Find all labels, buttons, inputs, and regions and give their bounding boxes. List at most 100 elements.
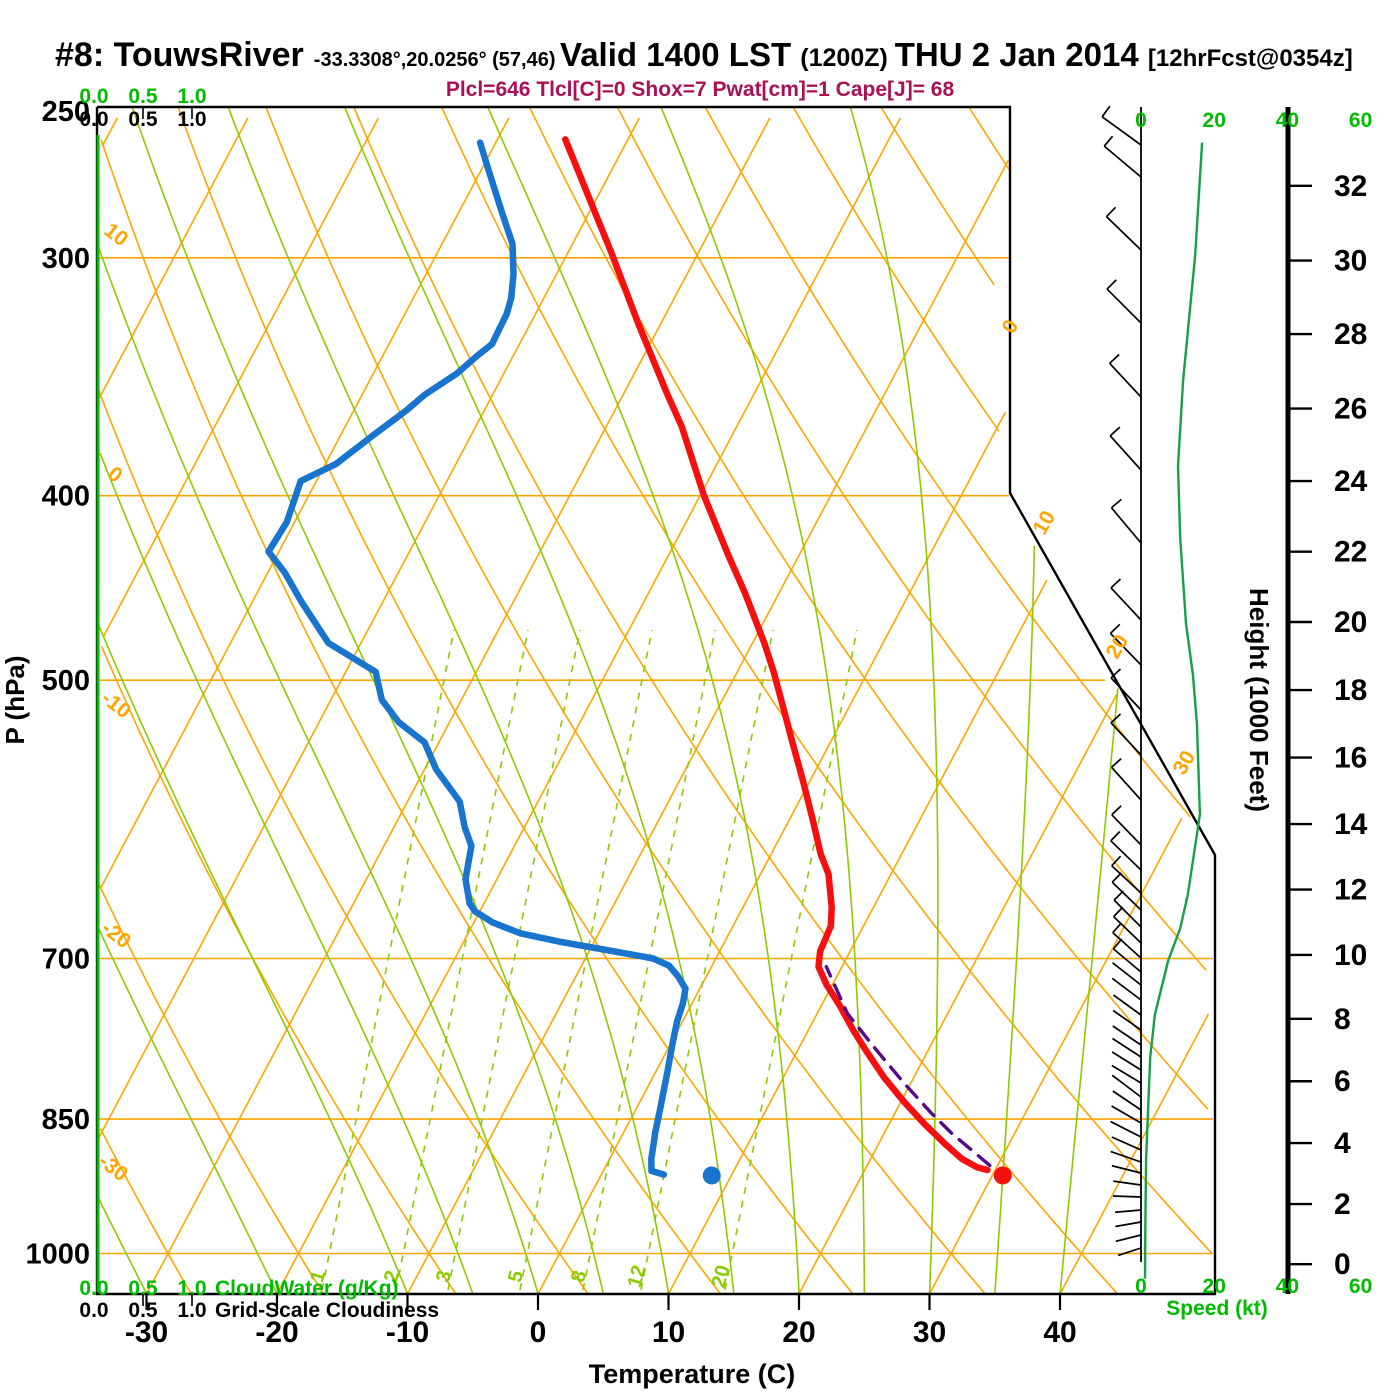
- mixing-ratio-label-2: 2: [380, 1268, 404, 1284]
- wind-barb-feather: [1105, 206, 1117, 218]
- pressure-tick-label-500: 500: [42, 665, 90, 697]
- wind-barb-feather: [1106, 279, 1117, 290]
- mixing-ratio-line-12: [640, 629, 774, 1291]
- isotherm-label-30: 30: [1169, 747, 1201, 779]
- mixing-ratio-line-1: [321, 629, 455, 1291]
- wind-barb-feather: [1110, 713, 1122, 724]
- temp-tick-label-10: 10: [652, 1316, 685, 1349]
- valid-utc: (1200Z): [800, 44, 895, 72]
- cloudiness-top-tick-0.0: 0.0: [79, 108, 108, 131]
- pressure-tick-label-1000: 1000: [25, 1238, 90, 1270]
- mixing-ratio-label-1: 1: [306, 1268, 330, 1284]
- wind-barb-feather: [1112, 938, 1123, 950]
- cloudiness-bottom-tick-0.5: 0.5: [128, 1299, 158, 1322]
- isotherm--60: [102, 117, 380, 637]
- wind-barb: [1111, 881, 1142, 911]
- speed-top-tick-0: 0: [1135, 109, 1147, 132]
- wind-barb: [1110, 507, 1142, 544]
- temp-tick-label--10: -10: [386, 1316, 429, 1349]
- speed-bottom-tick-0: 0: [1135, 1275, 1147, 1298]
- wind-barb-feather: [1111, 855, 1122, 867]
- pressure-tick-label-250: 250: [42, 96, 90, 128]
- dry-adiabat-50: [440, 106, 1213, 1255]
- isotherm--80: [101, 117, 119, 147]
- wind-barb: [1111, 977, 1142, 1001]
- mixing-ratio-line-2: [395, 629, 529, 1291]
- wind-barb-feather: [1110, 757, 1122, 768]
- wind-barb: [1110, 840, 1142, 871]
- temp-tick-label--30: -30: [125, 1316, 168, 1349]
- temp-tick-label--20: -20: [255, 1316, 298, 1349]
- dewpoint_C-curve: [265, 139, 689, 1178]
- wind-barb: [1110, 1150, 1142, 1163]
- height-tick-label-0: 0: [1334, 1248, 1351, 1281]
- plot-frame: [95, 105, 1217, 1296]
- wind-barb-feather: [1113, 890, 1124, 901]
- isotherm-label-20: 20: [1102, 631, 1134, 663]
- speed-top-tick-40: 40: [1276, 109, 1299, 132]
- wind-barb: [1109, 435, 1142, 471]
- wind-barb-feather: [1110, 830, 1121, 842]
- speed-bottom-tick-60: 60: [1349, 1275, 1372, 1298]
- temp-tick-label-20: 20: [782, 1316, 815, 1349]
- height-tick-label-12: 12: [1334, 874, 1367, 907]
- temp-tick-label-30: 30: [913, 1316, 946, 1349]
- isotherm--50: [99, 117, 510, 889]
- wind-barb: [1111, 1105, 1142, 1124]
- wind-barb: [1101, 116, 1142, 146]
- wind-barb: [1103, 145, 1142, 178]
- dry-adiabat--20: [98, 884, 325, 1295]
- wind-barb: [1113, 899, 1142, 928]
- height-tick-label-2: 2: [1334, 1188, 1351, 1221]
- wind-barb-feather: [1113, 906, 1124, 918]
- wind-barb: [1109, 632, 1142, 666]
- dry-adiabat-90: [792, 106, 1000, 432]
- moist-adiabat-40: [1059, 688, 1119, 1294]
- isotherm-40: [1059, 1013, 1210, 1295]
- dry-adiabat-40: [353, 106, 1118, 1295]
- moist-adiabat-10: [227, 106, 670, 1294]
- surface-temp-dot: [993, 1166, 1012, 1185]
- moist-adiabat-0: [96, 243, 539, 1295]
- moist-adiabat--10: [95, 619, 409, 1295]
- surface-dew-dot: [702, 1166, 721, 1185]
- dry-adiabat-110: [968, 106, 1011, 172]
- wind-barb: [1117, 1247, 1142, 1257]
- wind-barb: [1115, 1234, 1142, 1243]
- wind-barb-feather: [1110, 668, 1122, 679]
- wind-barb: [1112, 994, 1142, 1016]
- isotherm-10: [667, 579, 1048, 1295]
- mixing-ratio-label-3: 3: [432, 1268, 456, 1284]
- wind-barb: [1113, 1180, 1142, 1186]
- moist-adiabat-35: [994, 545, 1036, 1294]
- valid-time: Valid 1400 LST: [560, 36, 801, 73]
- cloudiness-bottom-tick-1.0: 1.0: [177, 1299, 206, 1322]
- wind-barb-feather: [1110, 498, 1122, 509]
- temp-tick-label-0: 0: [530, 1316, 547, 1349]
- wind-barb-feather: [1103, 135, 1114, 147]
- speed-top-tick-60: 60: [1349, 109, 1372, 132]
- height-tick-label-6: 6: [1334, 1065, 1351, 1098]
- speed-axis-title: Speed (kt): [1166, 1297, 1268, 1320]
- dry-adiabat-100: [880, 106, 995, 286]
- dry-adiabat--10: [100, 646, 457, 1295]
- wind-barb: [1110, 587, 1142, 621]
- wind-barb-feather: [1112, 922, 1123, 934]
- height-tick-label-14: 14: [1334, 808, 1368, 841]
- wind-barb-feather: [1101, 105, 1111, 118]
- moist-adiabat-25: [660, 106, 866, 1294]
- valid-date: THU 2 Jan 2014: [894, 36, 1148, 73]
- height-tick-label-26: 26: [1334, 393, 1367, 426]
- wind-barb: [1111, 865, 1142, 894]
- dry-adiabat-10: [100, 139, 722, 1295]
- wind-barb: [1112, 931, 1142, 959]
- moist-adiabat--5: [99, 453, 474, 1295]
- station-title: #8: TouwsRiver: [55, 36, 304, 74]
- wind-barb: [1110, 766, 1142, 801]
- wind-barb: [1112, 1090, 1142, 1111]
- mixing-ratio-line-20: [724, 629, 858, 1291]
- wind-barb-feather: [1109, 623, 1121, 634]
- wind-barb: [1111, 1136, 1142, 1151]
- moist-adiabat-15: [343, 106, 735, 1294]
